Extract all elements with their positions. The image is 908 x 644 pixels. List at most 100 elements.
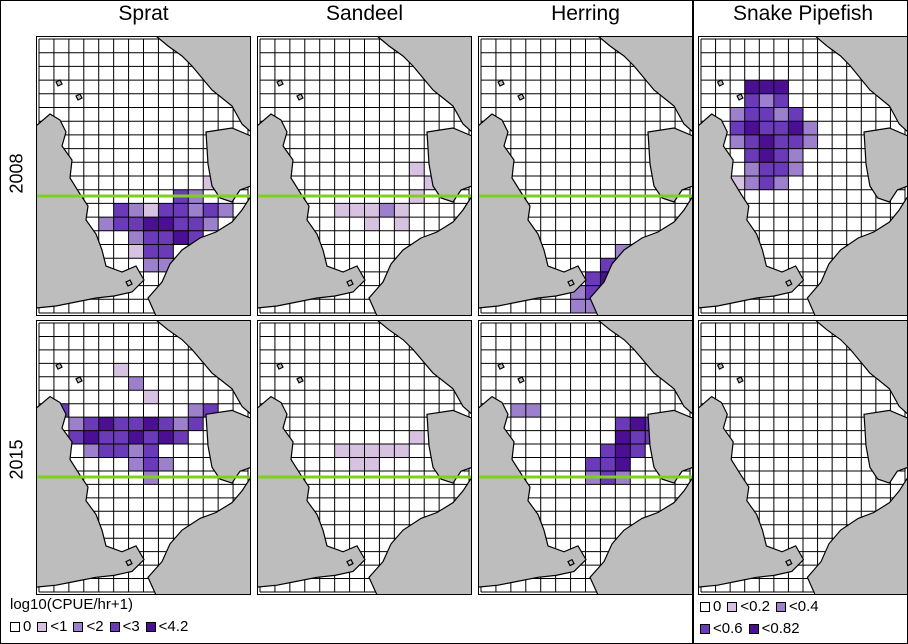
cpue-cell — [188, 217, 204, 231]
row-label-2008: 2008 — [6, 153, 27, 194]
coastline — [257, 113, 366, 309]
cpue-cell — [158, 217, 174, 231]
pipefish-swatch-1 — [727, 601, 738, 612]
map-herring-2015 — [478, 320, 693, 595]
cpue-cell — [158, 203, 174, 218]
coastline — [806, 194, 908, 316]
cpue-cell — [585, 271, 601, 286]
cpue-cell — [570, 299, 586, 313]
coastline — [155, 36, 251, 133]
pipefish-label-3: <0.6 — [713, 620, 743, 637]
cpue-cell — [98, 417, 114, 431]
row-label-2015: 2015 — [6, 439, 27, 480]
coastline — [346, 558, 354, 567]
coastline — [863, 409, 908, 484]
cpue-cell — [759, 176, 774, 190]
cpue-cell — [188, 203, 204, 218]
cpue-cell — [615, 457, 631, 471]
cpue-cell — [615, 430, 631, 445]
cpue-cell — [773, 148, 789, 163]
column-title-herring: Herring — [551, 2, 620, 25]
cpue-cell — [730, 107, 745, 122]
cpue-cell — [143, 244, 159, 259]
map-sprat-2015 — [36, 320, 251, 595]
map-sandeel-2015 — [257, 320, 472, 595]
coastline — [785, 558, 793, 567]
cpue-cell — [744, 80, 760, 94]
cpue-cell — [744, 121, 760, 135]
cpue-cell — [349, 457, 365, 471]
legend-main: 0 <1 <2 <3 <4.2 — [10, 618, 194, 635]
cpue-cell — [334, 203, 350, 218]
cpue-cell — [788, 134, 803, 149]
coastline — [589, 476, 693, 595]
cpue-cell — [773, 121, 789, 135]
cpue-cell — [773, 162, 789, 176]
coastline — [597, 320, 693, 416]
coastline — [368, 194, 472, 316]
cpue-cell — [803, 134, 818, 149]
cpue-cell — [143, 258, 159, 272]
map-herring-2008 — [478, 36, 693, 316]
cpue-cell — [158, 457, 174, 471]
cpue-cell — [128, 430, 144, 445]
cpue-cell — [364, 457, 380, 471]
pipefish-divider — [692, 0, 694, 644]
map-sandeel-2008 — [257, 36, 472, 316]
coastline — [36, 113, 145, 309]
coastline — [716, 362, 725, 370]
cpue-cell — [113, 363, 129, 377]
cpue-cell — [744, 93, 760, 108]
cpue-cell — [98, 430, 114, 445]
column-title-sandeel: Sandeel — [325, 2, 404, 25]
panel-border — [36, 36, 251, 316]
cpue-cell — [409, 162, 425, 176]
cpue-cell — [788, 162, 803, 176]
panel-border — [36, 320, 251, 595]
cpue-cell — [630, 417, 646, 431]
cpue-cell — [349, 444, 365, 458]
cpue-cell — [83, 444, 99, 458]
panel-border — [257, 36, 472, 316]
pipefish-label-0: 0 — [713, 598, 722, 615]
legend-label-0: 0 — [23, 618, 32, 635]
cpue-cell — [98, 444, 114, 458]
cpue-cell — [759, 148, 774, 163]
cpue-cell — [759, 134, 774, 149]
cpue-cell — [173, 217, 189, 231]
cpue-cell — [143, 230, 159, 245]
coastline — [517, 93, 525, 101]
coastline — [567, 558, 575, 567]
legend-label-1: <1 — [50, 618, 68, 635]
coastline — [147, 476, 251, 595]
column-title-snake-pipefish: Snake Pipefish — [732, 2, 874, 25]
coastline — [567, 279, 575, 287]
coastline — [125, 558, 133, 567]
coastline — [517, 376, 525, 384]
cpue-cell — [128, 444, 144, 458]
map-sprat-2008 — [36, 36, 251, 316]
cpue-cell — [143, 417, 159, 431]
cpue-cell — [585, 457, 601, 471]
cpue-cell — [158, 430, 174, 445]
legend-swatch-3 — [109, 621, 120, 632]
cpue-cell — [68, 417, 84, 431]
coastline — [589, 194, 693, 316]
cpue-cell — [188, 417, 204, 431]
coastline — [296, 376, 304, 384]
legend-label-3: <3 — [122, 618, 140, 635]
cpue-cell — [188, 403, 204, 418]
land-mass — [478, 36, 693, 316]
pipefish-swatch-2 — [775, 601, 786, 612]
pipefish-swatch-4 — [748, 623, 759, 634]
cpue-cell — [349, 203, 365, 218]
coastline — [597, 36, 693, 133]
land-mass — [698, 320, 908, 595]
coastline — [55, 362, 63, 370]
coastline — [55, 79, 63, 87]
cpue-cell — [83, 417, 99, 431]
cpue-cell — [143, 457, 159, 471]
coastline — [368, 476, 472, 595]
pipefish-label-2: <0.4 — [788, 598, 819, 615]
cpue-cell — [759, 121, 774, 135]
